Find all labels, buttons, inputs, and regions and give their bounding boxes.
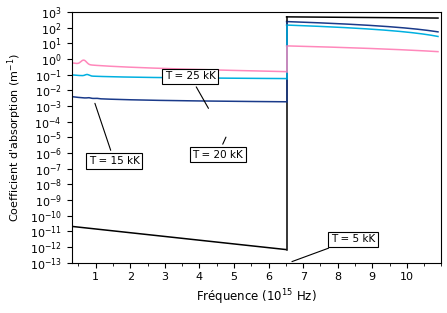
- X-axis label: Fréquence (10$^{15}$ Hz): Fréquence (10$^{15}$ Hz): [196, 288, 317, 307]
- Y-axis label: Coefficient d'absorption (m$^{-1}$): Coefficient d'absorption (m$^{-1}$): [5, 53, 24, 222]
- Text: T = 20 kK: T = 20 kK: [193, 137, 243, 160]
- Text: T = 5 kK: T = 5 kK: [292, 234, 375, 262]
- Text: T = 15 kK: T = 15 kK: [89, 103, 140, 166]
- Text: T = 25 kK: T = 25 kK: [165, 71, 216, 108]
